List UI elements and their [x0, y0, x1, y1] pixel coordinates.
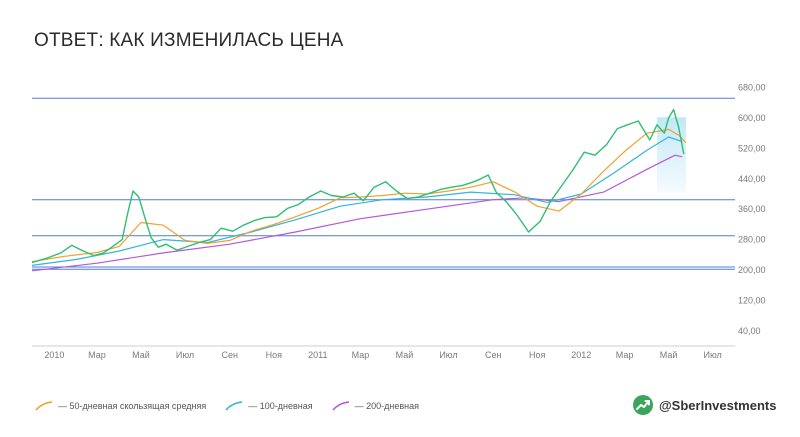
y-tick-label-7: 600,00 [738, 113, 766, 123]
y-tick-label-3: 280,00 [738, 235, 766, 245]
x-tick-label-14: Май [660, 350, 678, 360]
x-tick-label-11: Ноя [529, 350, 546, 360]
series-line-1 [31, 128, 687, 263]
y-tick-label-1: 120,00 [738, 295, 766, 305]
legend-swatch-200-icon [332, 401, 349, 411]
legend-label-100: — 100-дневная [248, 401, 313, 411]
x-tick-label-15: Июл [703, 350, 721, 360]
series-line-3 [31, 154, 683, 272]
page-title: ОТВЕТ: КАК ИЗМЕНИЛАСЬ ЦЕНА [34, 30, 344, 51]
brand-text: @SberInvestments [659, 397, 777, 413]
x-tick-label-9: Июл [439, 350, 457, 360]
legend-item-50: — 50-дневная скользящая средняя [34, 399, 206, 413]
y-tick-label-4: 360,00 [738, 204, 766, 214]
x-tick-label-2: Май [132, 350, 150, 360]
y-tick-label-2: 200,00 [738, 265, 766, 275]
legend-item-100: — 100-дневная [224, 399, 313, 413]
chart-legend: — 50-дневная скользящая средняя — 100-дн… [34, 398, 437, 414]
legend-label-50: — 50-дневная скользящая средняя [58, 401, 207, 411]
x-tick-label-3: Июл [176, 350, 194, 360]
x-tick-label-6: 2011 [308, 350, 327, 360]
x-tick-label-0: 2010 [44, 350, 64, 360]
highlight-region [657, 117, 686, 193]
brand-link[interactable]: @SberInvestments [633, 394, 776, 416]
x-tick-label-10: Сен [485, 350, 502, 360]
legend-swatch-100-icon [225, 401, 243, 411]
y-tick-label-6: 520,00 [738, 143, 766, 153]
y-tick-label-0: 40,00 [738, 326, 761, 336]
x-tick-label-1: Мар [88, 350, 106, 360]
y-tick-label-8: 680,00 [738, 83, 766, 93]
legend-item-200: — 200-дневная [331, 399, 419, 413]
legend-swatch-50-icon [35, 401, 53, 411]
x-tick-label-7: Мар [352, 350, 370, 360]
x-tick-label-4: Сен [222, 350, 239, 360]
chart-axes: 40,00 120,00 200,00 280,00 360,00 440,00 520,0… [32, 83, 766, 360]
legend-label-200: — 200-дневная [354, 401, 419, 411]
chart-series [31, 108, 687, 272]
x-tick-label-5: Ноя [266, 350, 283, 360]
forecast-highlight [657, 117, 686, 193]
series-line-2 [31, 136, 683, 266]
x-tick-label-12: 2012 [571, 350, 591, 360]
x-tick-label-8: Май [396, 350, 414, 360]
series-line-0 [31, 108, 685, 264]
x-tick-label-13: Мар [616, 350, 634, 360]
y-tick-label-5: 440,00 [738, 174, 766, 184]
trend-up-icon [633, 395, 653, 415]
